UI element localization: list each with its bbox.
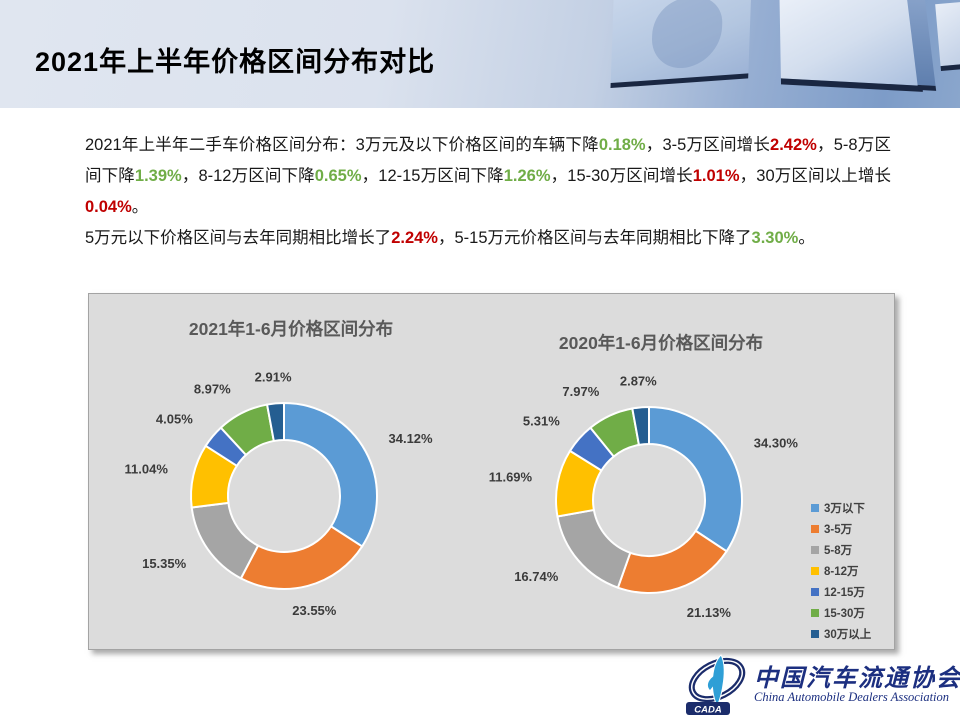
slide-header: 2021年上半年价格区间分布对比 xyxy=(0,0,960,108)
data-label: 2.91% xyxy=(255,370,292,385)
donut-slice-3万以下 xyxy=(648,405,743,553)
highlight-percentage: 2.24% xyxy=(391,229,438,247)
data-label: 15.35% xyxy=(142,556,187,571)
page-title: 2021年上半年价格区间分布对比 xyxy=(35,47,436,77)
body-text: ，5-8万区间下降 xyxy=(85,136,891,185)
body-text: ，5-15万元价格区间与去年同期相比下降了 xyxy=(437,229,752,247)
footer-logo: CADA 中国汽车流通协会 China Automobile Dealers A… xyxy=(684,652,960,716)
data-label: 21.13% xyxy=(687,605,732,620)
data-label: 11.69% xyxy=(489,470,533,485)
legend-swatch-icon xyxy=(811,587,819,596)
data-label: 7.97% xyxy=(562,384,599,399)
highlight-percentage: 1.39% xyxy=(134,167,182,185)
summary-text: 2021年上半年二手车价格区间分布：3万元及以下价格区间的车辆下降0.18%，3… xyxy=(85,130,891,254)
body-paragraph: 2021年上半年二手车价格区间分布：3万元及以下价格区间的车辆下降0.18%，3… xyxy=(85,130,891,223)
data-label: 5.31% xyxy=(523,413,560,428)
donut-slice-3万以下 xyxy=(283,401,378,548)
body-text: 2021年上半年二手车价格区间分布：3万元及以下价格区间的车辆下降 xyxy=(85,136,599,154)
body-text: 5万元以下价格区间与去年同期相比增长了 xyxy=(85,229,392,247)
cada-logo-icon: CADA xyxy=(686,654,746,716)
legend-swatch-icon xyxy=(811,545,819,554)
cube-decoration-icon xyxy=(610,0,752,89)
donut-slice-5-8万 xyxy=(556,508,632,589)
data-label: 4.05% xyxy=(156,412,193,427)
donut-slice-3-5万 xyxy=(239,524,364,590)
legend-item: 5-8万 xyxy=(811,539,871,560)
body-text: ，30万区间以上增长 xyxy=(739,167,892,185)
chart-title-2021: 2021年1-6月价格区间分布 xyxy=(188,319,394,339)
legend-item: 30万以上 xyxy=(811,623,871,644)
legend-label: 15-30万 xyxy=(824,607,865,620)
data-label: 16.74% xyxy=(514,569,559,584)
org-name-cn: 中国汽车流通协会 xyxy=(754,666,960,692)
legend-label: 3-5万 xyxy=(824,523,853,536)
legend-label: 30万以上 xyxy=(824,628,872,641)
legend-label: 12-15万 xyxy=(824,586,865,599)
highlight-percentage: 0.18% xyxy=(598,136,646,154)
legend-item: 15-30万 xyxy=(811,602,871,623)
data-label: 2.87% xyxy=(620,374,657,389)
chart-legend: 3万以下 3-5万 5-8万 8-12万 12-15万 15-30万 30万以上 xyxy=(811,497,871,644)
cada-abbr-text: CADA xyxy=(694,705,722,716)
legend-swatch-icon xyxy=(811,629,819,638)
data-label: 8.97% xyxy=(194,382,231,397)
legend-label: 5-8万 xyxy=(824,544,853,557)
donut-slice-30万以上 xyxy=(631,405,650,447)
highlight-percentage: 2.42% xyxy=(770,136,817,154)
body-paragraph: 5万元以下价格区间与去年同期相比增长了2.24%，5-15万元价格区间与去年同期… xyxy=(85,223,891,254)
legend-item: 12-15万 xyxy=(811,581,871,602)
data-label: 23.55% xyxy=(292,603,337,618)
org-name-en: China Automobile Dealers Association xyxy=(754,690,950,704)
highlight-percentage: 1.26% xyxy=(503,167,551,185)
legend-swatch-icon xyxy=(811,608,819,617)
legend-swatch-icon xyxy=(811,503,819,512)
legend-swatch-icon xyxy=(811,524,819,533)
highlight-percentage: 3.30% xyxy=(751,229,799,247)
body-text: ，8-12万区间下降 xyxy=(181,167,315,185)
highlight-percentage: 1.01% xyxy=(692,167,740,185)
chart-title-2020: 2020年1-6月价格区间分布 xyxy=(558,333,764,353)
legend-item: 3万以下 xyxy=(811,497,871,518)
highlight-percentage: 0.65% xyxy=(314,167,362,185)
highlight-percentage: 0.04% xyxy=(85,198,132,216)
legend-item: 3-5万 xyxy=(811,518,871,539)
donut-slice-3-5万 xyxy=(616,529,728,594)
donut-slice-30万以上 xyxy=(265,401,285,443)
body-text: 。 xyxy=(798,229,815,247)
data-label: 34.12% xyxy=(389,431,434,446)
chart-panel: 2021年1-6月价格区间分布 2020年1-6月价格区间分布 34.12% 23… xyxy=(88,293,895,650)
cube-decoration-icon xyxy=(935,0,960,72)
legend-label: 8-12万 xyxy=(824,565,859,578)
legend-swatch-icon xyxy=(811,566,819,575)
body-text: ，12-15万区间下降 xyxy=(361,167,504,185)
donut-charts-canvas: 34.12% 23.55% 15.35% 11.04% 4.05%8.97% 2.91% 3… xyxy=(125,370,799,620)
cube-decoration-icon xyxy=(779,0,923,92)
data-label: 11.04% xyxy=(125,462,169,477)
body-text: ，3-5万区间增长 xyxy=(645,136,771,154)
legend-item: 8-12万 xyxy=(811,560,871,581)
legend-label: 3万以下 xyxy=(824,502,865,515)
body-text: ，15-30万区间增长 xyxy=(550,167,693,185)
body-text: 。 xyxy=(131,198,149,216)
data-label: 34.30% xyxy=(754,436,799,451)
